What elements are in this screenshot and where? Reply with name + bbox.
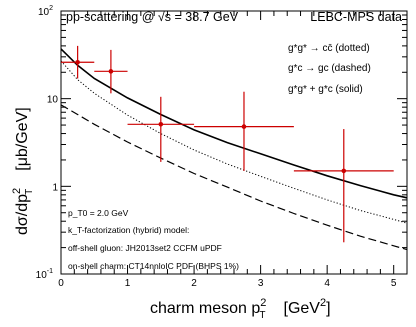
data-point	[75, 60, 80, 65]
data-point	[109, 69, 114, 74]
y-tick-label: 10	[47, 95, 59, 106]
data-point	[341, 169, 346, 174]
chart-title-text: pp-scattering @ √s = 38.7 GeV	[66, 10, 239, 24]
y-axis-label: dσ/dp2T[μb/GeV]	[11, 107, 35, 235]
y-tick-label: 10-1	[36, 268, 53, 281]
x-tick-label: 2	[191, 278, 197, 289]
x-tick-label: 0	[58, 278, 64, 289]
annotation-model: k_T-factorization (hybrid) model:	[68, 225, 189, 235]
x-tick-label: 5	[391, 278, 397, 289]
x-tick-label: 1	[125, 278, 131, 289]
x-tick-label: 3	[258, 278, 264, 289]
data-point	[159, 122, 164, 127]
annotation-gluon-pdf: off-shell gluon: JH2013set2 CCFM uPDF	[68, 243, 222, 253]
annotation-pt0: p_T0 = 2.0 GeV	[68, 208, 129, 218]
x-tick-label: 4	[324, 278, 330, 289]
annotation-charm-pdf: on-shell charm: CT14nnloIC PDF (BHPS 1%)	[68, 261, 239, 271]
legend-item-dotted: g*g* → cc̄ (dotted)	[288, 43, 370, 54]
data-point	[242, 124, 247, 129]
experiment-label: LEBC-MPS data	[310, 10, 402, 24]
y-tick-label: 1	[52, 182, 58, 193]
legend-item-solid: g*g* + g*c (solid)	[288, 84, 363, 95]
x-axis-label: charm meson p2 T [GeV2]	[150, 297, 331, 321]
legend-item-dashed: g*c → gc (dashed)	[288, 63, 371, 74]
chart-title: pp-scattering @ √s = 38.7 GeV	[66, 10, 239, 24]
y-tick-label: 102	[38, 5, 53, 18]
